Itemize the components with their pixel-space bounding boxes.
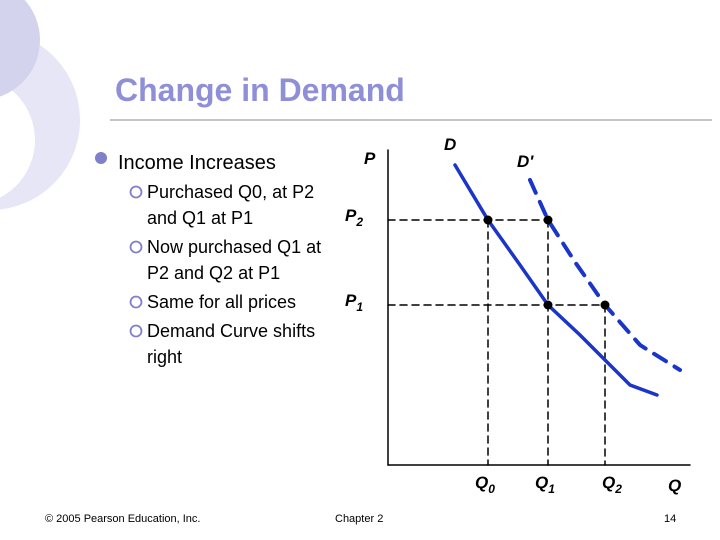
quantity-label: Q2 (602, 473, 622, 496)
axis-label: P (364, 149, 376, 168)
footer-page: 14 (664, 513, 676, 525)
diagram: P Q D D' P2 P1 Q0 Q1 Q2 (345, 135, 691, 496)
price-label: P2 (345, 206, 363, 229)
bullet-icon (95, 152, 107, 164)
quantity-label: Q0 (475, 473, 495, 496)
quantity-label: Q1 (535, 473, 555, 496)
footer-copyright: © 2005 Pearson Education, Inc. (45, 513, 200, 525)
decoration (0, 0, 712, 210)
curve-label: D (444, 135, 456, 154)
sub-bullet-text: Purchased Q0, at P2 and Q1 at P1 (147, 182, 314, 228)
sub-bullet-icon (129, 295, 143, 309)
sub-bullet-icon (129, 240, 143, 254)
footer-chapter: Chapter 2 (335, 513, 383, 525)
curve-label: D' (517, 152, 534, 171)
sub-bullet-text: Same for all prices (147, 292, 296, 312)
point (543, 215, 553, 225)
point (543, 300, 553, 310)
axis-label: Q (668, 476, 681, 495)
price-label: P1 (345, 291, 363, 314)
sub-bullet-text: Demand Curve shifts right (147, 321, 315, 367)
point (600, 300, 610, 310)
bullet-text: Income Increases (118, 152, 276, 174)
sub-bullet-icon (129, 324, 143, 338)
point (483, 215, 493, 225)
sub-bullets: Purchased Q0, at P2 and Q1 at P1 Now purch… (129, 182, 321, 367)
demand-curve (453, 163, 659, 397)
slide-title: Change in Demand (115, 72, 405, 108)
demand-curve-shifted (528, 178, 682, 372)
sub-bullet-icon (129, 185, 143, 199)
sub-bullet-text: Now purchased Q1 at P2 and Q2 at P1 (147, 237, 321, 283)
